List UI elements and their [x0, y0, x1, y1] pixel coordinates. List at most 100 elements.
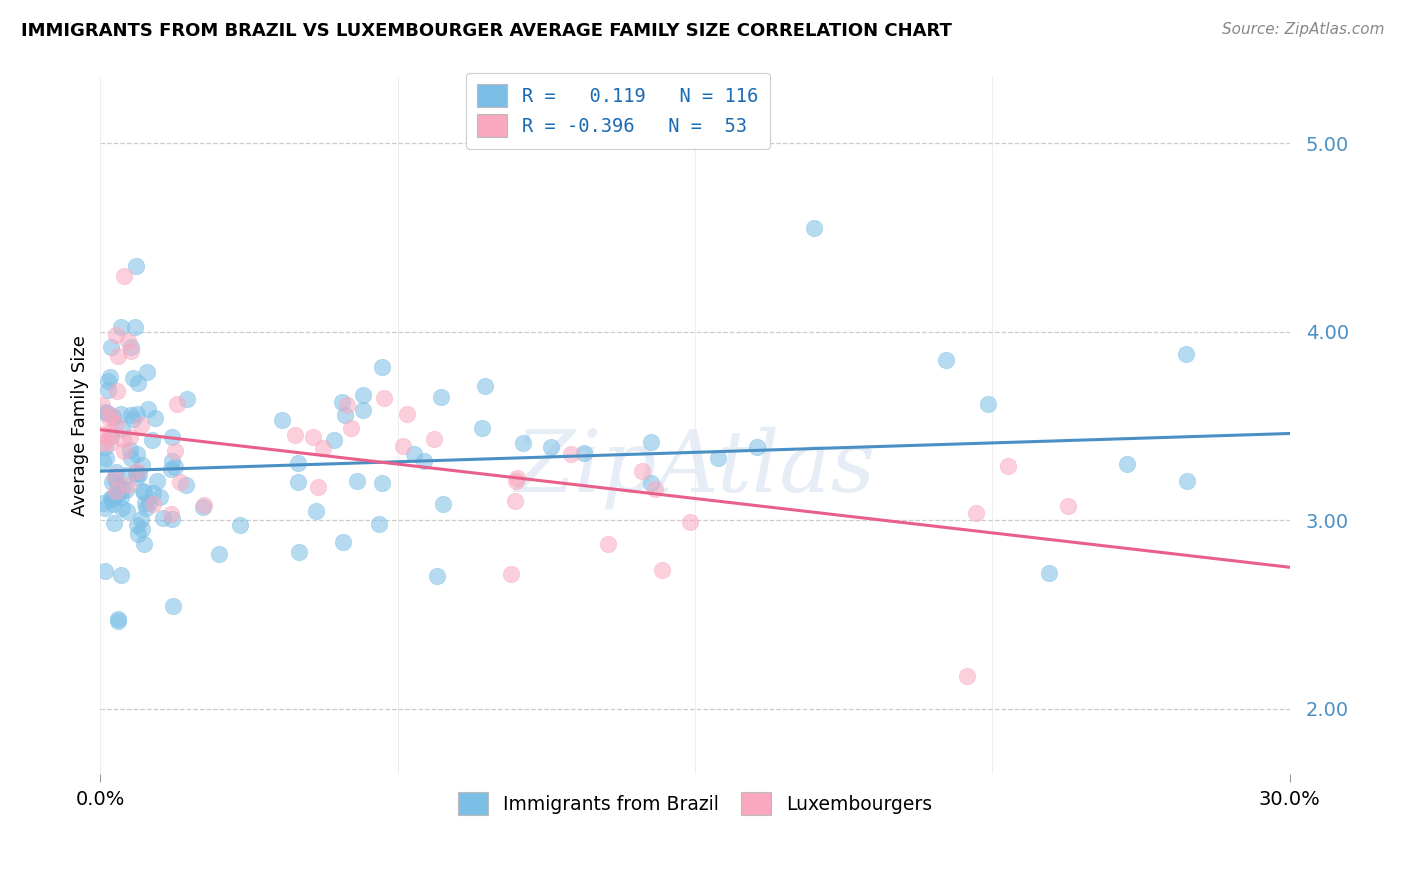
Text: ZipAtlas: ZipAtlas	[515, 426, 876, 509]
Point	[679, 515, 702, 529]
Point	[138, 495, 160, 509]
Point	[129, 417, 152, 432]
Point	[101, 492, 124, 507]
Point	[122, 412, 145, 426]
Point	[640, 434, 662, 449]
Point	[93, 565, 115, 579]
Point	[302, 430, 325, 444]
Point	[193, 498, 215, 512]
Point	[135, 500, 157, 515]
Point	[346, 474, 368, 488]
Point	[474, 379, 496, 393]
Text: IMMIGRANTS FROM BRAZIL VS LUXEMBOURGER AVERAGE FAMILY SIZE CORRELATION CHART: IMMIGRANTS FROM BRAZIL VS LUXEMBOURGER A…	[21, 22, 952, 40]
Point	[572, 446, 595, 460]
Point	[392, 439, 415, 453]
Point	[94, 440, 117, 454]
Point	[125, 470, 148, 484]
Point	[307, 480, 329, 494]
Point	[134, 495, 156, 509]
Point	[142, 485, 165, 500]
Point	[146, 474, 169, 488]
Point	[103, 516, 125, 531]
Point	[103, 490, 125, 504]
Point	[512, 436, 534, 450]
Point	[395, 407, 418, 421]
Point	[110, 567, 132, 582]
Point	[145, 411, 167, 425]
Point	[956, 668, 979, 682]
Point	[352, 403, 374, 417]
Point	[174, 478, 197, 492]
Point	[707, 450, 730, 465]
Point	[128, 467, 150, 482]
Point	[107, 349, 129, 363]
Point	[430, 390, 453, 404]
Point	[131, 523, 153, 537]
Point	[311, 441, 333, 455]
Point	[93, 501, 115, 516]
Legend: Immigrants from Brazil, Luxembourgers: Immigrants from Brazil, Luxembourgers	[449, 782, 942, 824]
Point	[104, 465, 127, 479]
Point	[598, 536, 620, 550]
Text: Source: ZipAtlas.com: Source: ZipAtlas.com	[1222, 22, 1385, 37]
Point	[101, 410, 124, 425]
Point	[117, 468, 139, 483]
Point	[288, 545, 311, 559]
Point	[149, 490, 172, 504]
Point	[169, 475, 191, 489]
Point	[640, 476, 662, 491]
Point	[747, 440, 769, 454]
Point	[270, 413, 292, 427]
Point	[105, 384, 128, 399]
Point	[1056, 500, 1078, 514]
Point	[125, 446, 148, 460]
Point	[499, 567, 522, 582]
Point	[112, 269, 135, 284]
Point	[111, 501, 134, 516]
Point	[125, 517, 148, 532]
Point	[100, 408, 122, 422]
Point	[803, 221, 825, 235]
Point	[935, 353, 957, 368]
Point	[631, 464, 654, 478]
Point	[110, 490, 132, 504]
Point	[332, 535, 354, 549]
Point	[335, 409, 357, 423]
Point	[323, 434, 346, 448]
Point	[120, 344, 142, 359]
Point	[90, 399, 112, 413]
Point	[352, 388, 374, 402]
Point	[96, 450, 118, 465]
Point	[98, 436, 121, 450]
Point	[371, 359, 394, 374]
Point	[111, 422, 134, 436]
Point	[284, 428, 307, 442]
Point	[125, 259, 148, 273]
Point	[339, 421, 361, 435]
Point	[404, 447, 426, 461]
Point	[112, 443, 135, 458]
Point	[104, 483, 127, 498]
Point	[136, 401, 159, 416]
Point	[330, 394, 353, 409]
Point	[127, 463, 149, 477]
Point	[98, 410, 121, 425]
Point	[503, 494, 526, 508]
Point	[423, 432, 446, 446]
Point	[120, 430, 142, 444]
Point	[644, 482, 666, 496]
Point	[505, 474, 527, 488]
Point	[162, 599, 184, 614]
Point	[160, 512, 183, 526]
Point	[165, 460, 187, 475]
Point	[110, 407, 132, 421]
Point	[120, 340, 142, 354]
Point	[100, 429, 122, 443]
Point	[94, 405, 117, 419]
Point	[96, 406, 118, 420]
Point	[117, 503, 139, 517]
Point	[127, 527, 149, 541]
Point	[997, 459, 1019, 474]
Point	[107, 487, 129, 501]
Point	[1038, 566, 1060, 581]
